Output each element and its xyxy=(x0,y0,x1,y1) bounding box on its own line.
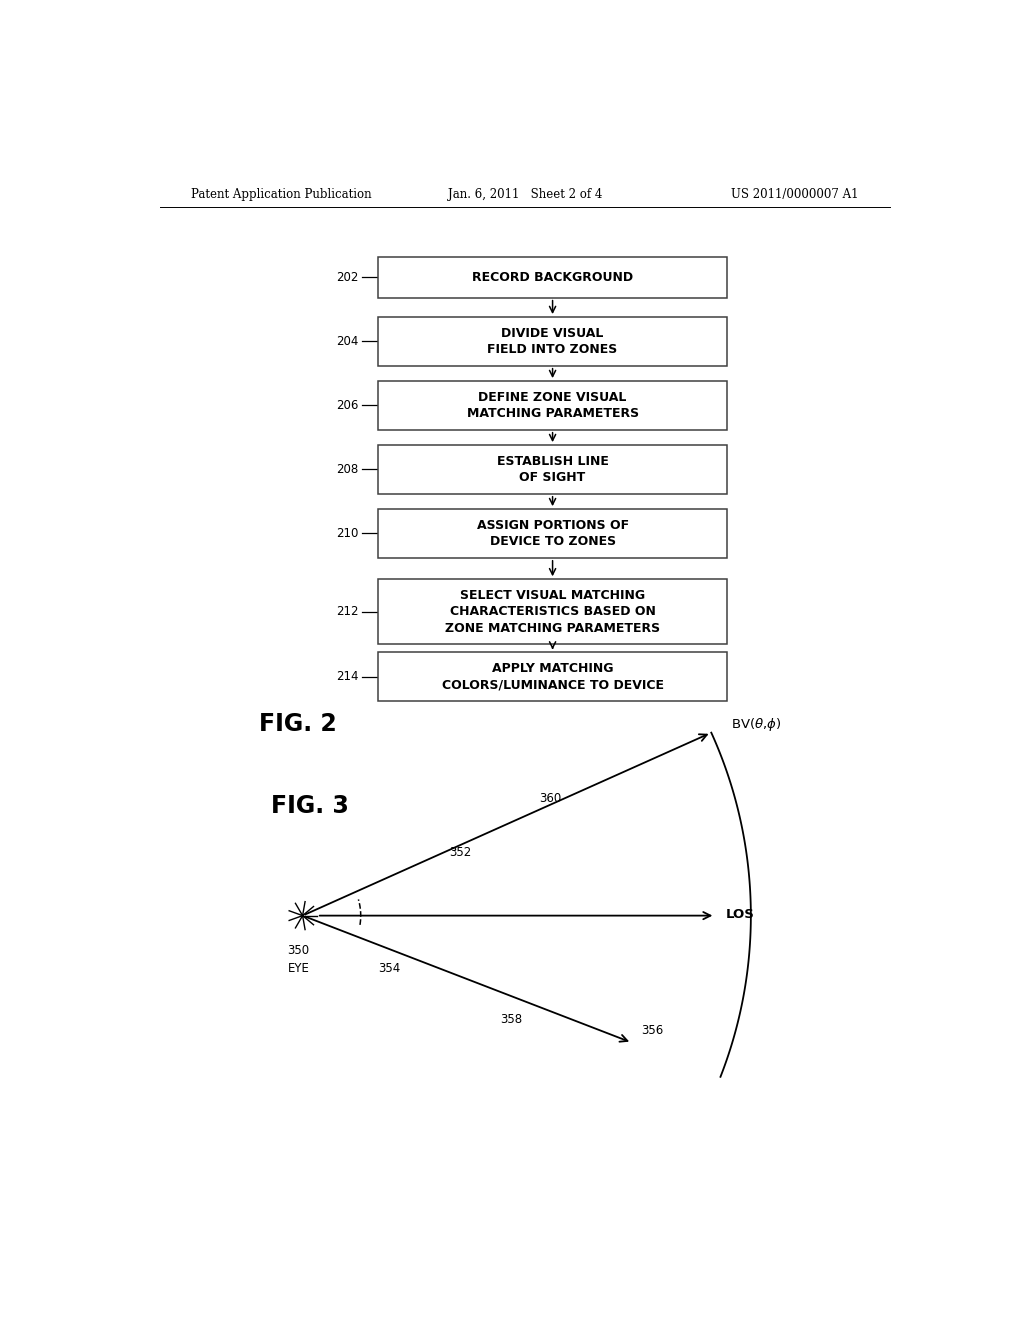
FancyBboxPatch shape xyxy=(378,257,727,297)
Text: 210: 210 xyxy=(336,527,358,540)
Text: 358: 358 xyxy=(500,1012,522,1026)
Text: DEFINE ZONE VISUAL
MATCHING PARAMETERS: DEFINE ZONE VISUAL MATCHING PARAMETERS xyxy=(467,391,639,420)
Text: Jan. 6, 2011   Sheet 2 of 4: Jan. 6, 2011 Sheet 2 of 4 xyxy=(447,189,602,202)
Text: US 2011/0000007 A1: US 2011/0000007 A1 xyxy=(730,189,858,202)
Text: 352: 352 xyxy=(450,846,472,859)
FancyBboxPatch shape xyxy=(378,317,727,366)
FancyBboxPatch shape xyxy=(378,445,727,494)
Text: EYE: EYE xyxy=(288,962,309,975)
Text: Patent Application Publication: Patent Application Publication xyxy=(191,189,372,202)
Text: RECORD BACKGROUND: RECORD BACKGROUND xyxy=(472,271,633,284)
Text: FIG. 2: FIG. 2 xyxy=(259,713,337,737)
FancyBboxPatch shape xyxy=(378,652,727,701)
Text: 202: 202 xyxy=(336,271,358,284)
FancyBboxPatch shape xyxy=(378,510,727,558)
Text: 214: 214 xyxy=(336,671,358,684)
Text: LOS: LOS xyxy=(726,908,755,921)
FancyBboxPatch shape xyxy=(378,381,727,430)
Text: ESTABLISH LINE
OF SIGHT: ESTABLISH LINE OF SIGHT xyxy=(497,454,608,484)
Text: FIG. 3: FIG. 3 xyxy=(270,793,349,817)
Text: 206: 206 xyxy=(336,399,358,412)
Text: BV($\theta$,$\phi$): BV($\theta$,$\phi$) xyxy=(731,715,781,733)
Text: APPLY MATCHING
COLORS/LUMINANCE TO DEVICE: APPLY MATCHING COLORS/LUMINANCE TO DEVIC… xyxy=(441,663,664,692)
Text: ASSIGN PORTIONS OF
DEVICE TO ZONES: ASSIGN PORTIONS OF DEVICE TO ZONES xyxy=(476,519,629,548)
Text: 212: 212 xyxy=(336,605,358,618)
Text: 356: 356 xyxy=(641,1024,664,1038)
Text: 350: 350 xyxy=(288,944,309,957)
Text: DIVIDE VISUAL
FIELD INTO ZONES: DIVIDE VISUAL FIELD INTO ZONES xyxy=(487,326,617,356)
FancyBboxPatch shape xyxy=(378,579,727,644)
Text: 204: 204 xyxy=(336,335,358,348)
Text: 360: 360 xyxy=(540,792,561,805)
Text: 208: 208 xyxy=(336,463,358,477)
Text: SELECT VISUAL MATCHING
CHARACTERISTICS BASED ON
ZONE MATCHING PARAMETERS: SELECT VISUAL MATCHING CHARACTERISTICS B… xyxy=(445,589,660,635)
Text: 354: 354 xyxy=(378,962,400,975)
